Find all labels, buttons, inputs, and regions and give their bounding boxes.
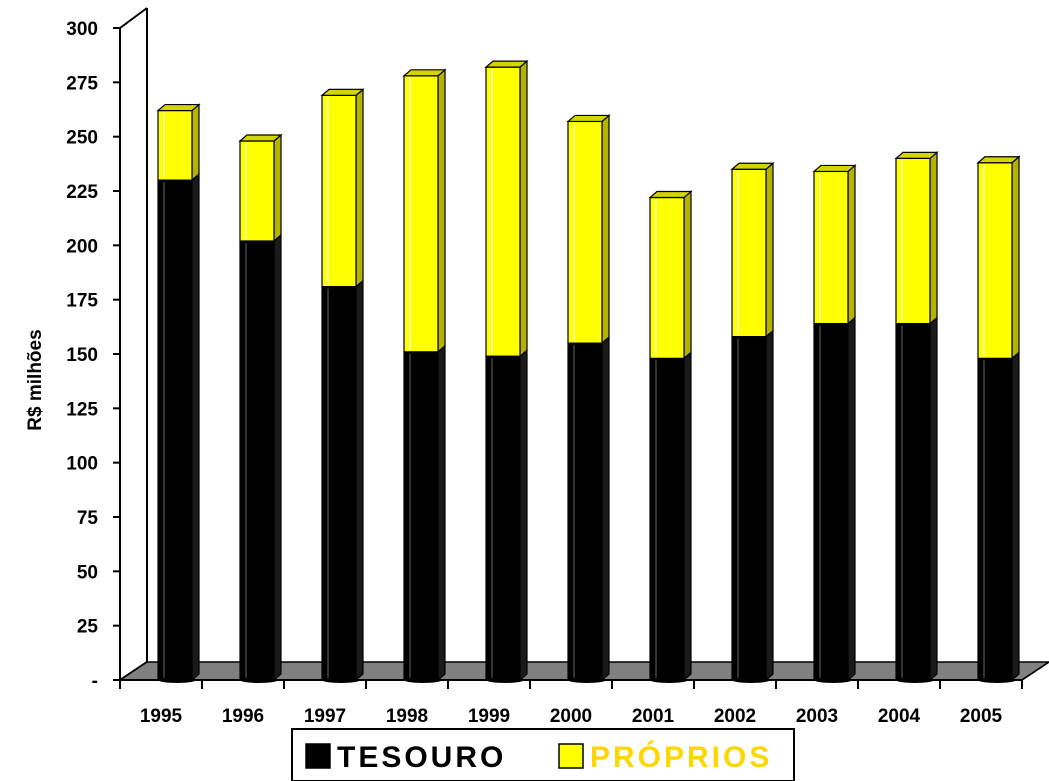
bar-base [158, 677, 196, 683]
bar-top-cap [730, 162, 775, 170]
bar-segment-side [765, 161, 774, 338]
bar-top-cap [484, 60, 529, 68]
bar-top-cap [402, 69, 447, 77]
legend-swatch-tesouro [305, 743, 331, 769]
bar-segment-side [847, 316, 856, 682]
y-tick-label: 25 [77, 617, 99, 638]
bar-segment-side [437, 68, 446, 354]
bar-base [650, 677, 688, 683]
y-tick-label: 200 [66, 236, 98, 257]
bar-segment-side [355, 88, 364, 288]
y-axis-label: R$ milhões [25, 329, 46, 430]
y-tick-label: - [92, 671, 98, 692]
y-tick-label: 100 [66, 454, 98, 475]
bar-top-cap [566, 114, 611, 123]
y-tick-label: 175 [66, 291, 98, 312]
back-wall-outline [119, 8, 148, 681]
y-tick-label: 300 [66, 19, 98, 40]
bar-top-cap [976, 156, 1021, 164]
x-tick-label: 2002 [714, 706, 756, 727]
x-tick-label: 1999 [468, 706, 510, 727]
bar-segment-side [601, 335, 610, 682]
bar-base [814, 677, 852, 683]
bar-base [322, 677, 360, 683]
bar-base [732, 677, 770, 683]
back-walls [119, 8, 148, 681]
y-tick-label: 50 [77, 562, 98, 583]
bar-segment-side [765, 329, 774, 682]
bar-segment-side [437, 344, 446, 682]
bar-top-cap [156, 103, 201, 112]
bar-base [896, 677, 934, 683]
legend-label-proprios: PRÓPRIOS [590, 740, 772, 774]
bars [156, 59, 1021, 683]
bar-segment-side [273, 233, 282, 682]
y-axis-ticks: - 25 50 75 100 125 150 175 200 225 250 275 300 [66, 19, 120, 692]
x-tick-label: 2001 [632, 706, 675, 727]
bar-top-cap [812, 164, 857, 173]
bar-segment-side [929, 151, 938, 325]
y-tick-label: 250 [66, 128, 98, 149]
x-axis-ticks: 1995 1996 1997 1998 1999 2000 2001 2002 2003 2004… [119, 680, 1023, 727]
y-tick-label: 225 [66, 182, 98, 203]
bar-segment-side [191, 172, 200, 682]
x-tick-label: 1995 [140, 706, 183, 727]
x-tick-label: 2005 [960, 706, 1003, 727]
bar-segment-side [1011, 351, 1020, 682]
legend-swatch-proprios [558, 743, 584, 769]
bar-segment-side [847, 164, 856, 325]
bar-segment-side [929, 316, 938, 682]
bar-top-cap [648, 190, 693, 199]
bar-base [486, 677, 524, 683]
y-tick-label: 150 [66, 345, 98, 366]
bar-segment-side [601, 114, 610, 345]
bar-base [404, 677, 442, 683]
bar-segment-side [519, 59, 528, 358]
x-tick-label: 1997 [304, 706, 346, 727]
legend: TESOURO PRÓPRIOS [291, 728, 795, 781]
x-tick-label: 1998 [386, 706, 428, 727]
bar-segment-side [519, 348, 528, 682]
bar-segment-side [1011, 155, 1020, 360]
bar-base [568, 677, 606, 683]
x-tick-label: 2000 [550, 706, 592, 727]
y-tick-label: 125 [66, 399, 98, 420]
bar-segment-side [683, 351, 692, 682]
y-axis-top-link [119, 7, 148, 29]
bar-segment-side [191, 103, 200, 182]
bar-top-cap [320, 88, 365, 96]
bar-segment-side [273, 133, 282, 243]
x-tick-label: 2004 [878, 706, 921, 727]
bar-segment-side [683, 190, 692, 360]
legend-box [291, 728, 795, 781]
bar-base [240, 677, 278, 683]
bar-segment-side [355, 279, 364, 682]
x-tick-label: 1996 [222, 706, 264, 727]
y-tick-label: 275 [66, 73, 98, 94]
bar-top-cap [894, 151, 939, 159]
bar-base [978, 677, 1016, 683]
x-tick-label: 2003 [796, 706, 838, 727]
legend-label-tesouro: TESOURO [337, 741, 506, 774]
floor-right-edge [1021, 661, 1049, 681]
y-tick-label: 75 [77, 508, 99, 529]
bar-top-cap [238, 134, 283, 142]
